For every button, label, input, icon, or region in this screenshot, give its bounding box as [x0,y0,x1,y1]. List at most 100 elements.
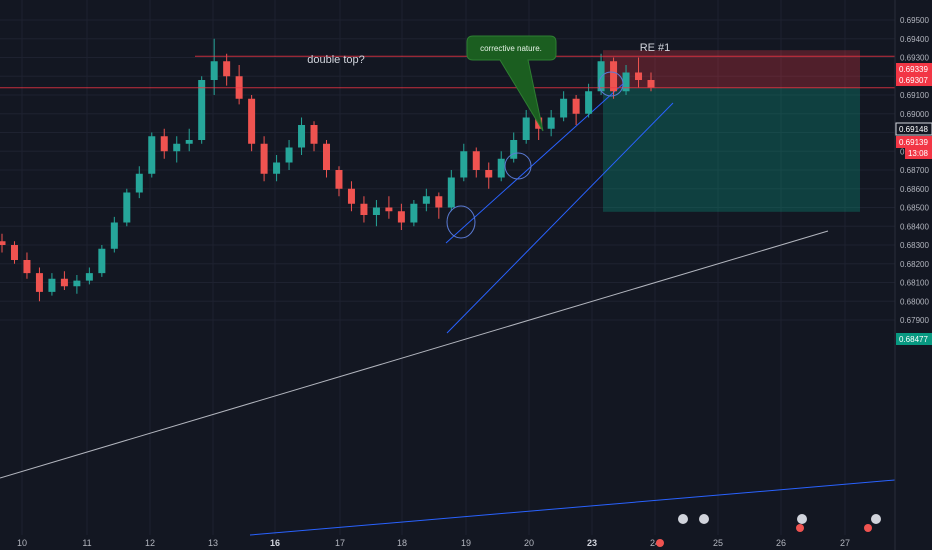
price-tag: 0.69339 [896,63,932,75]
x-tick-label: 19 [461,538,471,548]
price-tag-label: 0.69339 [899,65,928,74]
candle-body [323,143,330,170]
candle-body [10,245,18,260]
candle-body [110,222,118,249]
take-profit-zone [603,87,860,212]
price-tag-label: 13:08 [908,149,929,158]
candle-body [597,61,605,92]
x-tick-label: 24 [650,538,660,548]
candle-body [572,98,580,114]
candle-body [460,151,468,178]
candle-body [123,192,131,223]
y-tick-label: 0.69500 [900,16,929,25]
calendar-event-icon [656,539,664,547]
x-tick-label: 18 [397,538,407,548]
candle-body [497,158,505,178]
candle-body [560,98,568,118]
x-tick-label: 23 [587,538,597,548]
candle-body [610,61,618,92]
candle-body [173,143,181,152]
y-tick-label: 0.68500 [900,204,929,213]
annotations: double top? RE #1 corrective nature. [307,35,671,132]
y-tick-label: 0.68100 [900,279,929,288]
price-tag: 13:08 [905,147,932,159]
y-tick-label: 0.67900 [900,316,929,325]
candle-body [485,170,493,178]
x-tick-label: 12 [145,538,155,548]
candle-body [347,188,355,204]
event-badge-icon [871,514,881,524]
price-axis-bg [895,0,932,550]
candle-body [160,136,168,152]
y-tick-label: 0.68300 [900,241,929,250]
y-tick-label: 0.69100 [900,91,929,100]
candle-body [0,241,6,245]
swing-high-circle [598,71,624,97]
y-tick-label: 0.69400 [900,35,929,44]
candle-body [647,80,655,88]
price-tag-bg [896,74,932,86]
candle-body [310,125,318,144]
candle-body [210,61,218,80]
candle-body [435,196,443,208]
time-axis[interactable]: 10 11 12 13 16 17 18 19 20 23 24 25 26 27 [17,538,850,548]
event-badge-icon [797,514,807,524]
candle-body [410,203,418,223]
price-tag-bg [896,63,932,75]
grid [0,0,895,535]
candle-body [48,278,56,292]
candle-body [360,203,368,215]
candle-body [23,260,31,274]
candle-body [385,207,393,212]
candlesticks [0,38,655,302]
price-tag: 0.69139 [896,136,932,148]
x-tick-label: 26 [776,538,786,548]
channel-upper-line [445,82,625,244]
y-tick-label: 0.68700 [900,166,929,175]
x-tick-label: 16 [270,538,280,548]
candle-body [335,170,343,189]
support-trendline [0,230,829,479]
price-tag-bg [896,333,932,345]
candle-body [223,61,231,77]
candle-body [635,72,643,80]
candle-body [422,196,430,204]
annotation-re-1: RE #1 [640,42,671,54]
candle-body [273,162,281,174]
price-tag-bg [896,136,932,148]
y-tick-label: 0.68400 [900,222,929,231]
price-tag-bg [895,122,932,136]
candle-body [372,207,380,215]
x-tick-label: 27 [840,538,850,548]
calendar-event-icon [864,524,872,532]
price-axis[interactable]: 0.695000.694000.693000.692000.691000.690… [894,0,932,550]
x-tick-label: 11 [82,538,91,548]
candle-body [585,91,593,114]
y-tick-label: 0.68600 [900,185,929,194]
candle-body [135,173,143,193]
price-tag: 0.69307 [896,74,932,86]
price-tag-bg [905,147,932,159]
ascending-channel [445,82,674,334]
swing-high-circle [504,152,532,180]
candle-body [260,143,268,174]
candle-body [622,72,630,92]
x-tick-label: 25 [713,538,723,548]
event-badges[interactable] [656,514,881,547]
trendlines [0,230,896,536]
candle-body [185,140,193,144]
swing-high-circle [446,205,476,239]
candle-body [98,248,106,274]
callout-corrective-nature: corrective nature. [480,44,542,53]
y-tick-label: 0.69300 [900,54,929,63]
candle-body [85,273,93,281]
candle-body [522,117,530,140]
event-badge-icon [678,514,688,524]
swing-circles [446,71,624,239]
callout-bubble [466,35,557,132]
calendar-event-icon [796,524,804,532]
y-tick-label: 0.69000 [900,110,929,119]
price-tag-label: 0.69139 [899,138,928,147]
